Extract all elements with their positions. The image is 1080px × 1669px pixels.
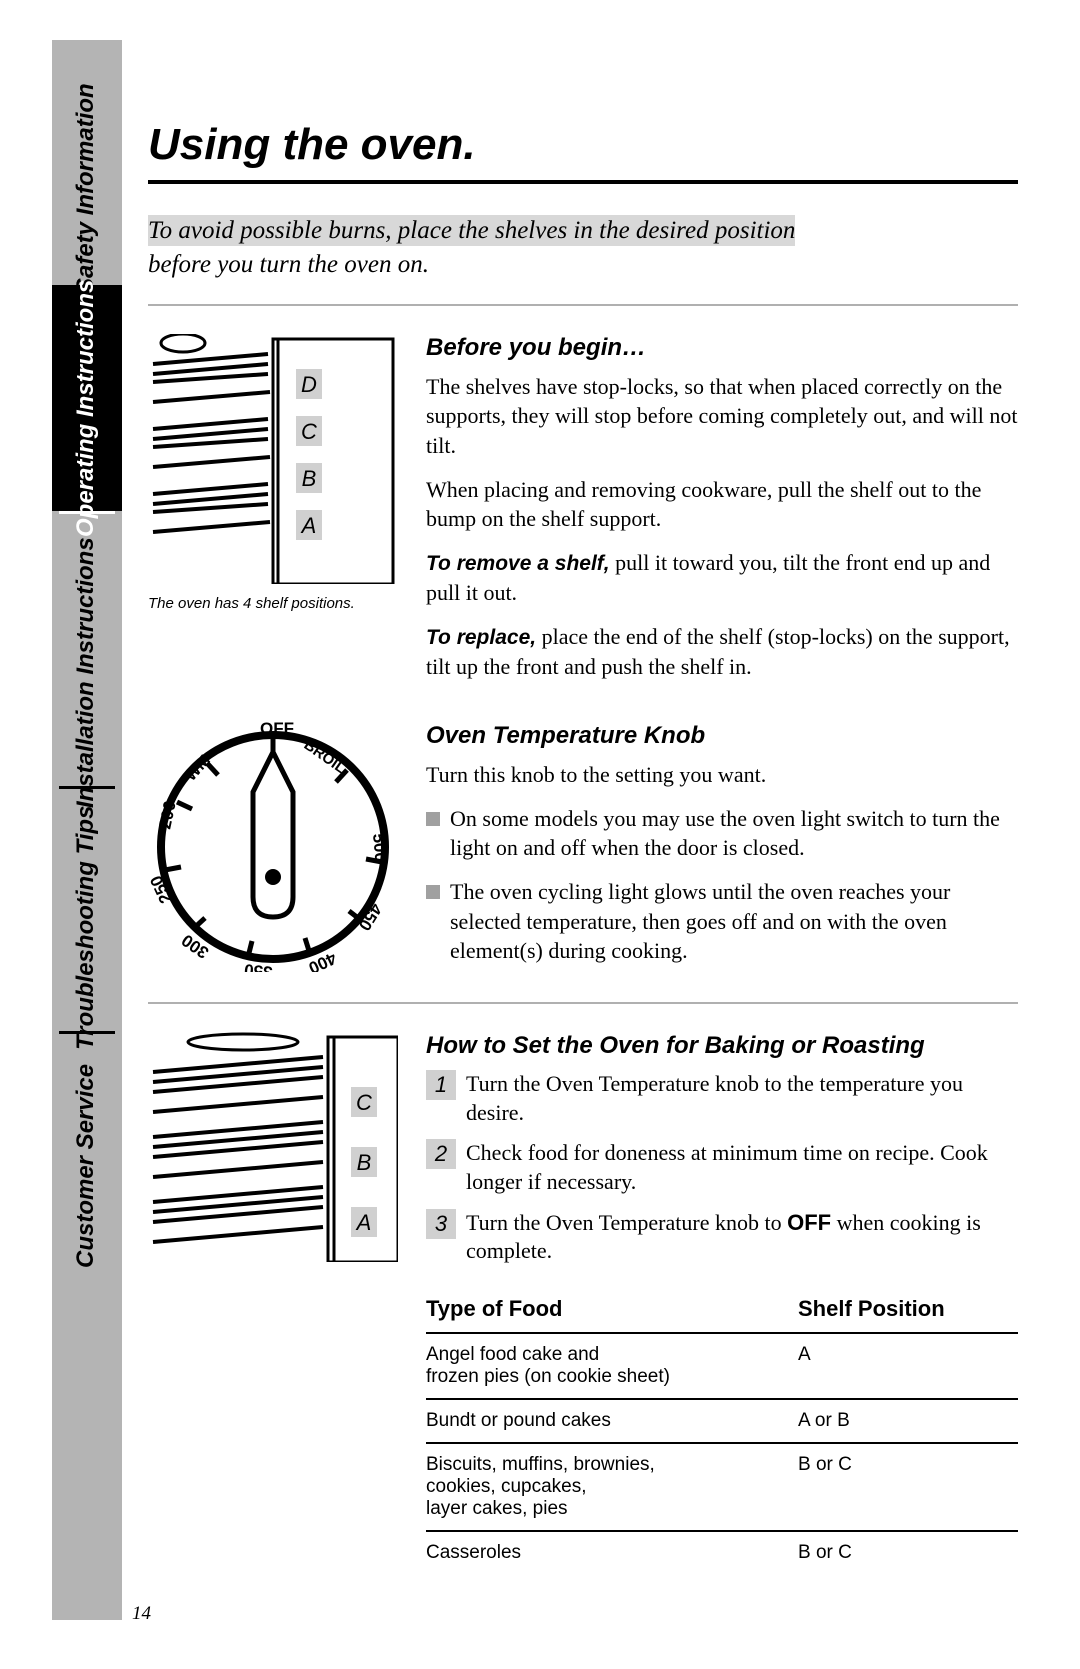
section-tabs-sidebar: Safety Information Operating Instruction… <box>52 40 122 1620</box>
intro-text: To avoid possible burns, place the shelv… <box>148 214 1018 282</box>
temperature-knob-section: OFF BROIL 500 450 400 350 300 250 200 WM… <box>148 722 1018 980</box>
knob-heading: Oven Temperature Knob <box>426 722 1018 750</box>
svg-text:B: B <box>302 466 317 491</box>
table-row: Biscuits, muffins, brownies, cookies, cu… <box>426 1442 1018 1530</box>
tab-installation: Installation Instructions <box>72 500 100 808</box>
page-number: 14 <box>132 1603 151 1625</box>
table-row: Angel food cake and frozen pies (on cook… <box>426 1332 1018 1398</box>
oven-shelves-3pos-diagram: C B A <box>148 1032 398 1262</box>
knob-bullets: On some models you may use the oven ligh… <box>426 804 1018 966</box>
title-underline <box>148 180 1018 184</box>
before-you-begin-heading: Before you begin… <box>426 334 1018 362</box>
svg-text:D: D <box>301 372 317 397</box>
svg-text:B: B <box>357 1150 372 1175</box>
shelves-caption: The oven has 4 shelf positions. <box>148 595 398 612</box>
svg-text:C: C <box>356 1090 372 1115</box>
baking-heading: How to Set the Oven for Baking or Roasti… <box>426 1032 1018 1060</box>
tab-operating: Operating Instructions <box>72 257 100 537</box>
svg-text:500: 500 <box>369 833 390 863</box>
oven-shelves-diagram: D C B A <box>148 334 398 584</box>
table-row: Casseroles B or C <box>426 1530 1018 1574</box>
table-col-food: Type of Food <box>426 1296 798 1322</box>
svg-text:A: A <box>300 513 317 538</box>
svg-text:A: A <box>355 1210 372 1235</box>
table-row: Bundt or pound cakes A or B <box>426 1398 1018 1442</box>
manual-page: Safety Information Operating Instruction… <box>0 0 1080 1669</box>
page-content: Using the oven. To avoid possible burns,… <box>148 40 1018 1574</box>
tab-troubleshooting: Troubleshooting Tips <box>72 782 100 1050</box>
temperature-knob-diagram: OFF BROIL 500 450 400 350 300 250 200 WM <box>148 722 398 972</box>
svg-text:OFF: OFF <box>260 722 294 738</box>
baking-roasting-section: C B A How to Set the Oven for Baking or … <box>148 1032 1018 1278</box>
baking-steps: 1Turn the Oven Temperature knob to the t… <box>426 1070 1018 1266</box>
shelf-position-table: Type of Food Shelf Position Angel food c… <box>426 1286 1018 1574</box>
tab-customer-service: Customer Service <box>72 1040 100 1268</box>
before-you-begin-section: D C B A The oven has 4 shelf positions. … <box>148 334 1018 697</box>
page-title: Using the oven. <box>148 120 1018 176</box>
svg-text:C: C <box>301 419 317 444</box>
table-col-position: Shelf Position <box>798 1296 1018 1322</box>
